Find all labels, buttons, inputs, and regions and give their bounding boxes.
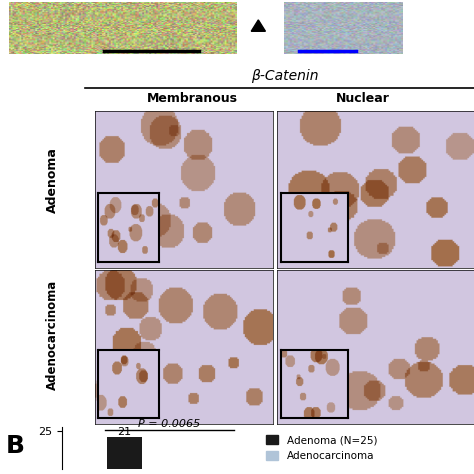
Bar [107, 437, 142, 469]
Text: Nuclear: Nuclear [336, 92, 390, 105]
Legend: Adenoma (N=25), Adenocarcinoma: Adenoma (N=25), Adenocarcinoma [266, 435, 377, 461]
Text: Membranous: Membranous [146, 92, 237, 105]
Text: P = 0.0065: P = 0.0065 [138, 419, 200, 429]
Text: Adenoma: Adenoma [46, 147, 59, 213]
Text: β-Catenin: β-Catenin [251, 69, 318, 83]
Text: 21: 21 [117, 427, 131, 437]
Text: Adenocarcinoma: Adenocarcinoma [46, 280, 59, 390]
Polygon shape [251, 20, 265, 31]
Text: B: B [6, 434, 25, 458]
